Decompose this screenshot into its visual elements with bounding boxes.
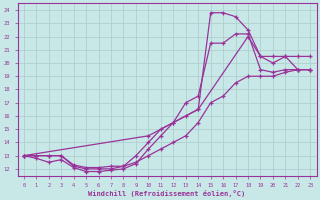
- X-axis label: Windchill (Refroidissement éolien,°C): Windchill (Refroidissement éolien,°C): [88, 190, 246, 197]
